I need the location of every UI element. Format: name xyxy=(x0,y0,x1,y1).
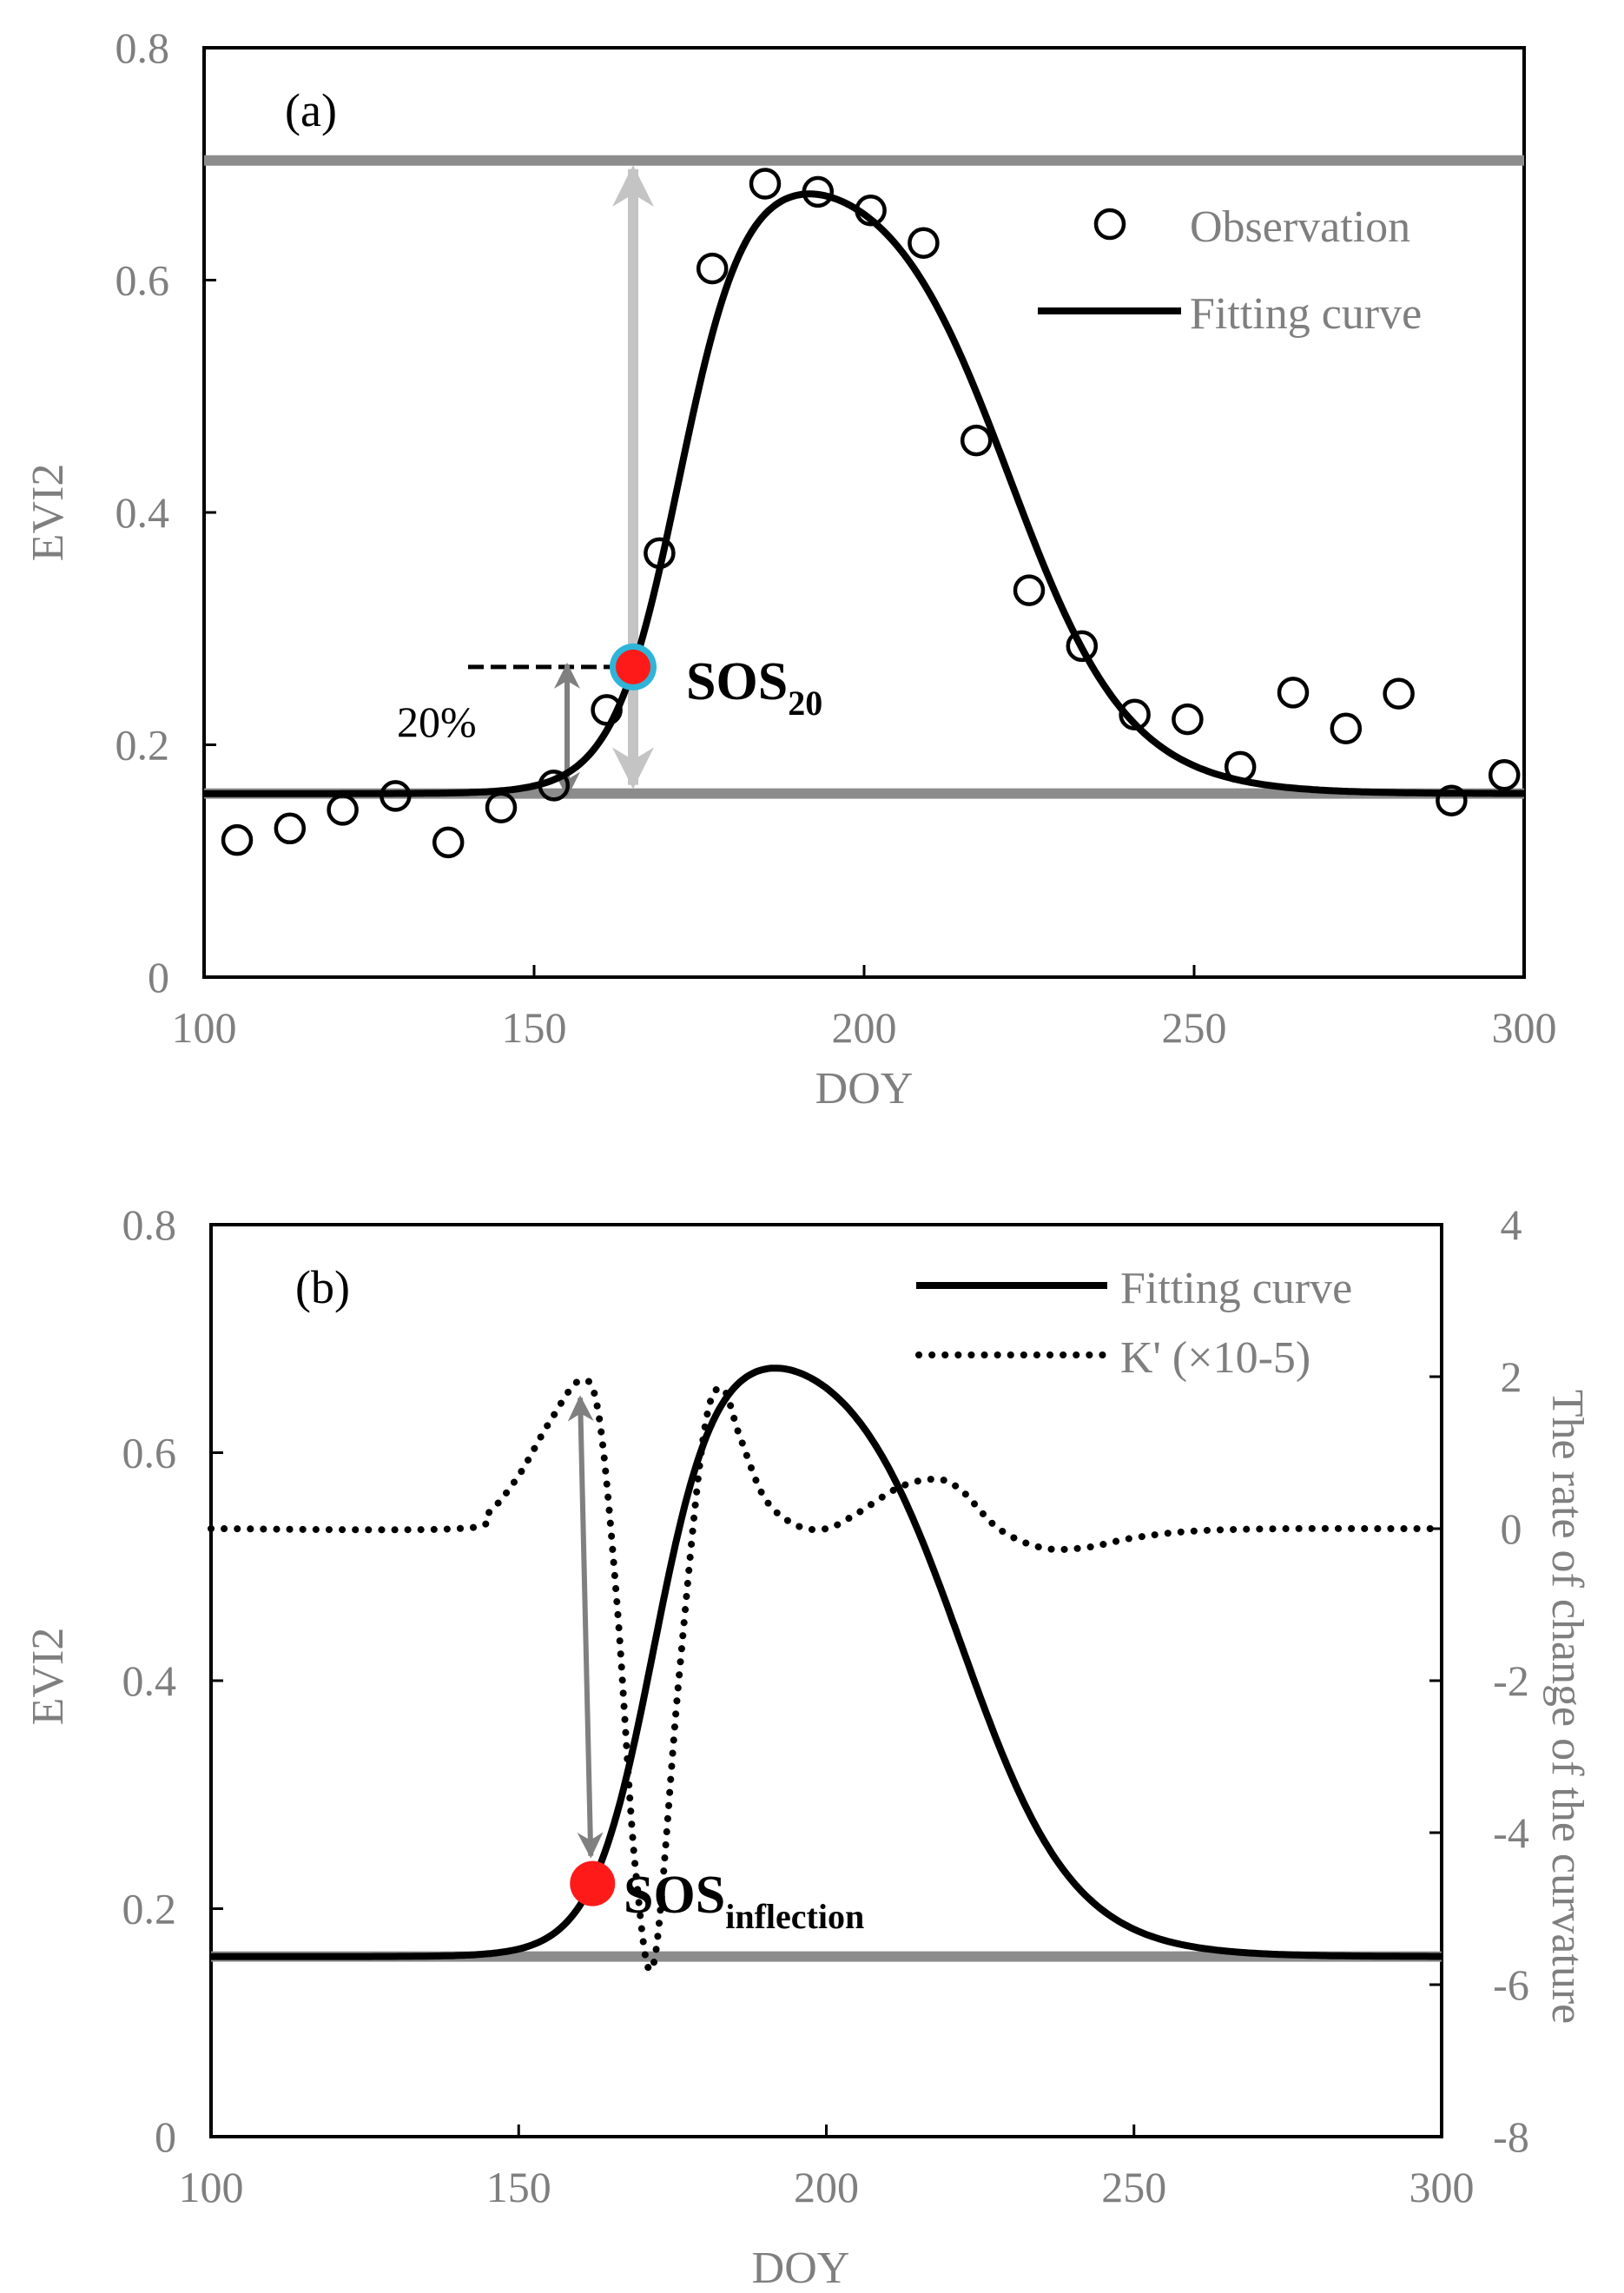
y2-tick-label-b: -6 xyxy=(1493,1960,1529,2009)
x-tick-label-a: 100 xyxy=(172,1003,237,1052)
sos20-label: SOS20 xyxy=(686,652,822,723)
observation-point xyxy=(1383,677,1415,710)
tick-marks-b xyxy=(209,1223,1443,2138)
observation-point xyxy=(960,424,993,457)
tick-marks-a xyxy=(202,46,1526,979)
panel-label-b: (b) xyxy=(295,1261,350,1313)
observation-point xyxy=(1013,574,1046,606)
observation-points xyxy=(221,168,1521,859)
x-tick-label-a: 150 xyxy=(502,1003,567,1052)
observation-point xyxy=(696,252,729,285)
y-tick-label-a: 0.2 xyxy=(116,721,170,770)
x-tick-label-b: 250 xyxy=(1101,2163,1166,2211)
observation-point xyxy=(749,168,782,200)
fitting-curve-a xyxy=(204,190,1524,797)
y-tick-label-b: 0.6 xyxy=(122,1429,177,1477)
k-prime-curve xyxy=(208,1376,1445,1974)
observation-point xyxy=(644,537,676,570)
y-axis-label-a: EVI2 xyxy=(23,464,73,562)
sos-inflection-label: SOSinflection xyxy=(624,1866,864,1936)
y-tick-labels-b: 0 0.2 0.4 0.6 0.8 xyxy=(122,1200,177,2161)
annotations-a-over xyxy=(610,643,657,691)
observation-point xyxy=(1066,630,1099,663)
percent-label: 20% xyxy=(397,697,477,746)
y2-tick-label-b: 0 xyxy=(1501,1504,1522,1553)
panel-label-a: (a) xyxy=(285,84,337,136)
legend-fitting-label-b: Fitting curve xyxy=(1120,1264,1352,1313)
observation-point xyxy=(432,826,465,859)
x-tick-labels-a: 100 150 200 250 300 xyxy=(172,1003,1557,1052)
observation-point xyxy=(591,694,623,726)
legend-k-prime-label: K' (×10-5) xyxy=(1120,1333,1310,1383)
x-axis-label-a: DOY xyxy=(815,1064,914,1113)
y-tick-label-a: 0.4 xyxy=(116,488,170,537)
y2-axis-label-b: The rate of change of the curvature xyxy=(1542,1390,1592,2025)
legend-fitting-label-a: Fitting curve xyxy=(1190,289,1422,339)
legend-observation-label: Observation xyxy=(1190,202,1410,252)
y-tick-label-a: 0.8 xyxy=(116,23,170,72)
panel-a: 100 150 200 250 300 0 0.2 0.4 0.6 0.8 (a) DOY EV… xyxy=(23,23,1557,1113)
observation-point xyxy=(1119,698,1151,730)
x-tick-label-b: 100 xyxy=(179,2163,244,2211)
observation-point xyxy=(1488,759,1521,791)
observation-point xyxy=(327,794,359,826)
sos-inflection-point xyxy=(570,1860,616,1906)
x-tick-label-b: 200 xyxy=(794,2163,859,2211)
observation-point xyxy=(274,812,307,845)
sos-inflection-main: SOS xyxy=(624,1866,725,1925)
y-tick-label-b: 0.2 xyxy=(122,1885,177,1933)
x-tick-label-b: 300 xyxy=(1409,2163,1475,2211)
panel-b: 100 150 200 250 300 0 0.2 0.4 0.6 0.8 -8 -6 -4 -2 0 2… xyxy=(23,1200,1592,2293)
y2-tick-label-b: -2 xyxy=(1493,1656,1529,1705)
sos20-subscript: 20 xyxy=(788,684,822,723)
x-tick-label-a: 200 xyxy=(832,1003,897,1052)
y-tick-label-a: 0.6 xyxy=(116,256,170,305)
sos20-point xyxy=(616,649,650,684)
legend-a: Observation Fitting curve xyxy=(1038,202,1422,339)
fitting-curve-b xyxy=(211,1365,1442,1960)
x-tick-label-a: 250 xyxy=(1162,1003,1227,1052)
observation-point xyxy=(855,195,887,227)
observation-point xyxy=(221,823,254,856)
observation-point xyxy=(1224,750,1257,783)
x-tick-labels-b: 100 150 200 250 300 xyxy=(179,2163,1475,2211)
sos20-main: SOS xyxy=(686,652,788,711)
inflection-arrow xyxy=(567,1395,604,1859)
y2-tick-label-b: 4 xyxy=(1501,1200,1522,1249)
observation-point xyxy=(380,780,412,812)
annotations-b xyxy=(567,1395,616,1906)
legend-observation-marker xyxy=(1093,208,1126,241)
y-tick-label-b: 0.8 xyxy=(122,1200,177,1249)
x-tick-label-b: 150 xyxy=(486,2163,551,2211)
observation-point xyxy=(1436,784,1468,816)
y-tick-label-b: 0.4 xyxy=(122,1656,177,1705)
observation-point xyxy=(485,791,518,823)
x-axis-label-b: DOY xyxy=(752,2243,850,2293)
x-tick-label-a: 300 xyxy=(1492,1003,1557,1052)
observation-point xyxy=(1277,677,1310,709)
y2-tick-label-b: -8 xyxy=(1493,2112,1529,2161)
y-tick-label-a: 0 xyxy=(148,953,169,1001)
plot-frame-a xyxy=(202,46,1526,979)
observation-point xyxy=(908,227,940,259)
observation-point xyxy=(1172,703,1204,736)
y2-tick-labels-b: -8 -6 -4 -2 0 2 4 xyxy=(1493,1200,1529,2161)
observation-point xyxy=(538,770,571,802)
annotations-a-under xyxy=(468,164,654,798)
y-tick-label-b: 0 xyxy=(155,2112,176,2161)
y-tick-labels-a: 0 0.2 0.4 0.6 0.8 xyxy=(116,23,170,1001)
y2-tick-label-b: 2 xyxy=(1501,1352,1522,1401)
y2-tick-label-b: -4 xyxy=(1493,1808,1529,1857)
sos-inflection-subscript: inflection xyxy=(725,1897,864,1936)
legend-b: Fitting curve K' (×10-5) xyxy=(915,1264,1352,1383)
observation-point xyxy=(802,175,835,208)
y-axis-label-b: EVI2 xyxy=(23,1628,73,1726)
observation-point xyxy=(1330,712,1363,745)
